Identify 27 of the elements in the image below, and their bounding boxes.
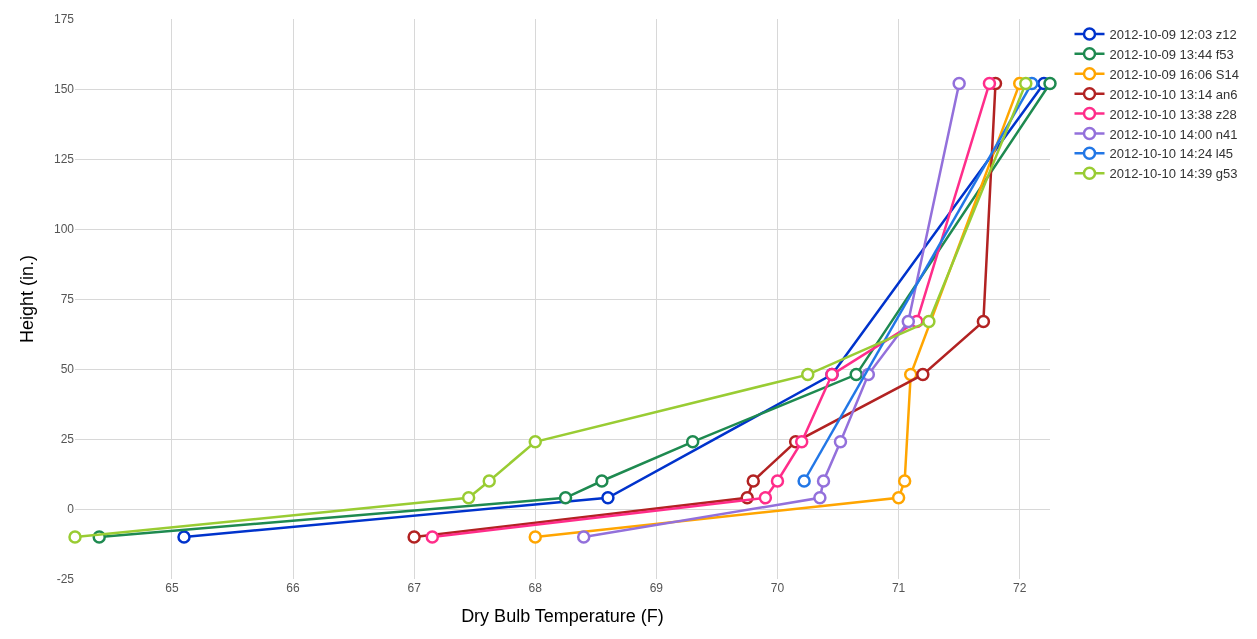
y-tick-label: 50 [60, 362, 75, 377]
legend-label: 2012-10-09 13:44 f53 [1109, 46, 1234, 62]
x-tick-label: 67 [407, 581, 422, 595]
legend-label: 2012-10-09 12:03 z12 [1109, 27, 1237, 43]
y-tick-label: 0 [67, 502, 75, 517]
legend-label: 2012-10-10 13:38 z28 [1109, 106, 1237, 122]
y-axis-title: Height (in.) [17, 254, 38, 344]
y-tick-label: 25 [60, 432, 75, 447]
y-tick-label: 100 [53, 222, 75, 237]
y-tick-label: 75 [60, 292, 75, 307]
legend-label: 2012-10-10 14:00 n41 [1109, 126, 1238, 142]
x-tick-label: 68 [528, 581, 543, 595]
y-tick-label: 175 [53, 12, 75, 27]
x-tick-label: 65 [165, 581, 179, 595]
legend-label: 2012-10-09 16:06 S14 [1109, 66, 1239, 82]
x-tick-label: 69 [649, 581, 664, 595]
y-tick-label: 150 [53, 82, 75, 97]
x-tick-label: 71 [891, 581, 906, 595]
x-tick-label: 66 [286, 581, 300, 595]
x-tick-label: 70 [770, 581, 785, 595]
legend-label: 2012-10-10 14:24 l45 [1109, 146, 1234, 162]
y-tick-label: -25 [56, 572, 75, 587]
legend-label: 2012-10-10 14:39 g53 [1109, 166, 1238, 182]
x-axis-title: Dry Bulb Temperature (F) [461, 606, 664, 627]
x-tick-label: 72 [1013, 581, 1027, 595]
y-tick-label: 125 [53, 152, 75, 167]
legend-label: 2012-10-10 13:14 an6 [1109, 86, 1238, 102]
